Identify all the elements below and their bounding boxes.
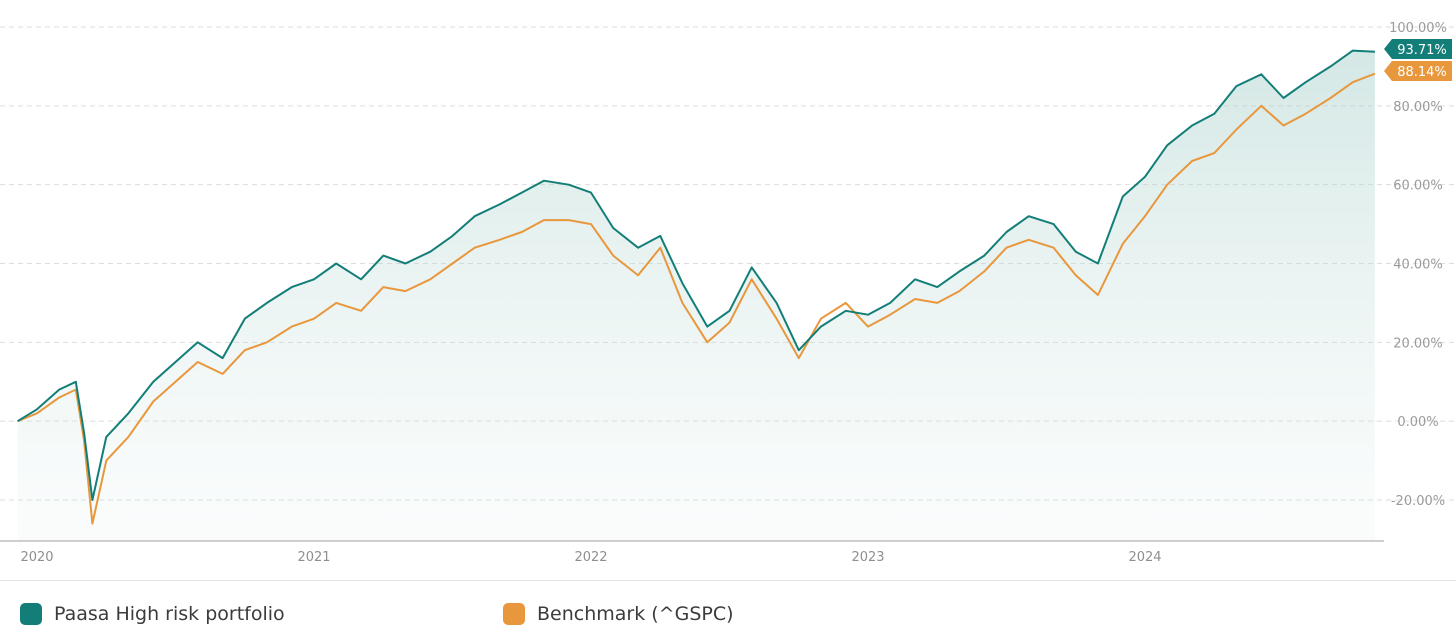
last-value-badge-portfolio xyxy=(1384,39,1452,59)
y-tick-label: 80.00% xyxy=(1393,100,1443,115)
chart-legend: Paasa High risk portfolio Benchmark (^GS… xyxy=(0,580,1456,639)
series-line-portfolio xyxy=(17,49,1375,501)
y-tick-label: 0.00% xyxy=(1397,415,1438,430)
x-tick-label: 2020 xyxy=(20,550,53,565)
series-line-benchmark xyxy=(17,72,1376,525)
y-tick-label: 60.00% xyxy=(1393,179,1443,194)
x-tick-label: 2022 xyxy=(574,550,607,565)
performance-chart: 100.00% 80.00% 60.00% 40.00% 20.00% 0.00% -20.… xyxy=(0,21,1456,565)
legend-item-portfolio[interactable]: Paasa High risk portfolio xyxy=(20,603,285,625)
legend-swatch-portfolio xyxy=(20,603,42,625)
y-tick-label: -20.00% xyxy=(1391,494,1445,509)
last-value-badge-benchmark xyxy=(1384,61,1452,81)
last-value-label-portfolio: 93.71% xyxy=(1397,43,1447,58)
legend-item-benchmark[interactable]: Benchmark (^GSPC) xyxy=(503,603,734,625)
area-fill xyxy=(17,50,1375,541)
last-value-badges: 93.71% 88.14% xyxy=(1384,39,1452,81)
chart-canvas: 100.00% 80.00% 60.00% 40.00% 20.00% 0.00% -20.… xyxy=(0,21,1456,565)
legend-swatch-benchmark xyxy=(503,603,525,625)
last-value-label-benchmark: 88.14% xyxy=(1397,65,1447,80)
x-tick-label: 2021 xyxy=(297,550,330,565)
x-tick-label: 2023 xyxy=(851,550,884,565)
legend-label-benchmark: Benchmark (^GSPC) xyxy=(537,603,734,625)
series-area-portfolio xyxy=(17,50,1375,541)
y-tick-label: 40.00% xyxy=(1393,258,1443,273)
y-axis-ticks: 100.00% 80.00% 60.00% 40.00% 20.00% 0.00% -20.… xyxy=(1389,21,1447,509)
x-axis-ticks: 2020 2021 2022 2023 2024 xyxy=(20,550,1161,565)
y-tick-label: 100.00% xyxy=(1389,21,1447,36)
legend-label-portfolio: Paasa High risk portfolio xyxy=(54,603,285,625)
x-tick-label: 2024 xyxy=(1128,550,1161,565)
series-lines xyxy=(17,49,1376,525)
y-tick-label: 20.00% xyxy=(1393,336,1443,351)
